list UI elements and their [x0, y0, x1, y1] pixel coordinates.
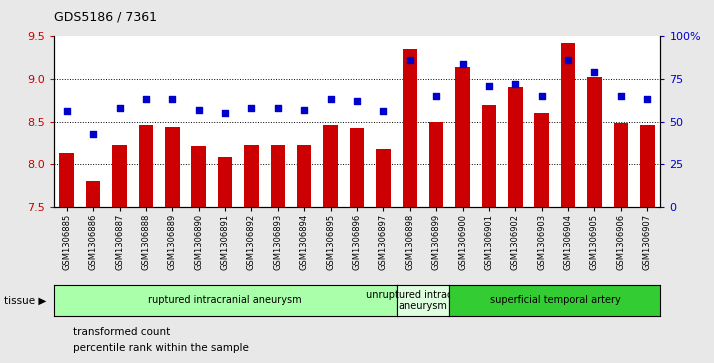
- Bar: [456, 67, 470, 207]
- Bar: [429, 122, 443, 207]
- Point: [140, 97, 151, 102]
- Bar: [560, 43, 575, 207]
- Text: superficial temporal artery: superficial temporal artery: [490, 295, 620, 305]
- Point: [404, 57, 416, 63]
- Point: [61, 109, 72, 114]
- Point: [563, 57, 574, 63]
- Point: [536, 93, 548, 99]
- Point: [642, 97, 653, 102]
- Point: [219, 110, 231, 116]
- Point: [615, 93, 627, 99]
- Point: [246, 105, 257, 111]
- Bar: [350, 129, 364, 207]
- Bar: [86, 181, 101, 207]
- Point: [483, 83, 495, 89]
- Bar: [613, 123, 628, 207]
- Bar: [112, 146, 127, 207]
- Text: GDS5186 / 7361: GDS5186 / 7361: [54, 11, 156, 24]
- Point: [510, 81, 521, 87]
- Bar: [271, 146, 285, 207]
- Point: [193, 107, 204, 113]
- Bar: [403, 49, 417, 207]
- Text: ruptured intracranial aneurysm: ruptured intracranial aneurysm: [149, 295, 302, 305]
- Bar: [297, 146, 311, 207]
- Point: [298, 107, 310, 113]
- Point: [87, 131, 99, 136]
- Point: [272, 105, 283, 111]
- Point: [351, 98, 363, 104]
- Bar: [482, 105, 496, 207]
- Bar: [59, 153, 74, 207]
- Text: transformed count: transformed count: [73, 327, 170, 337]
- Bar: [376, 149, 391, 207]
- Point: [325, 97, 336, 102]
- Text: percentile rank within the sample: percentile rank within the sample: [73, 343, 248, 354]
- Point: [166, 97, 178, 102]
- Point: [457, 61, 468, 66]
- Bar: [535, 113, 549, 207]
- Bar: [139, 125, 154, 207]
- Text: tissue ▶: tissue ▶: [4, 295, 46, 305]
- Bar: [640, 125, 655, 207]
- Bar: [165, 127, 179, 207]
- Bar: [218, 156, 232, 207]
- Point: [431, 93, 442, 99]
- Point: [114, 105, 125, 111]
- Bar: [587, 77, 602, 207]
- Bar: [508, 87, 523, 207]
- Text: unruptured intracranial
aneurysm: unruptured intracranial aneurysm: [366, 290, 480, 311]
- Point: [589, 69, 600, 75]
- Bar: [244, 146, 258, 207]
- Point: [378, 109, 389, 114]
- Bar: [191, 146, 206, 207]
- Bar: [323, 125, 338, 207]
